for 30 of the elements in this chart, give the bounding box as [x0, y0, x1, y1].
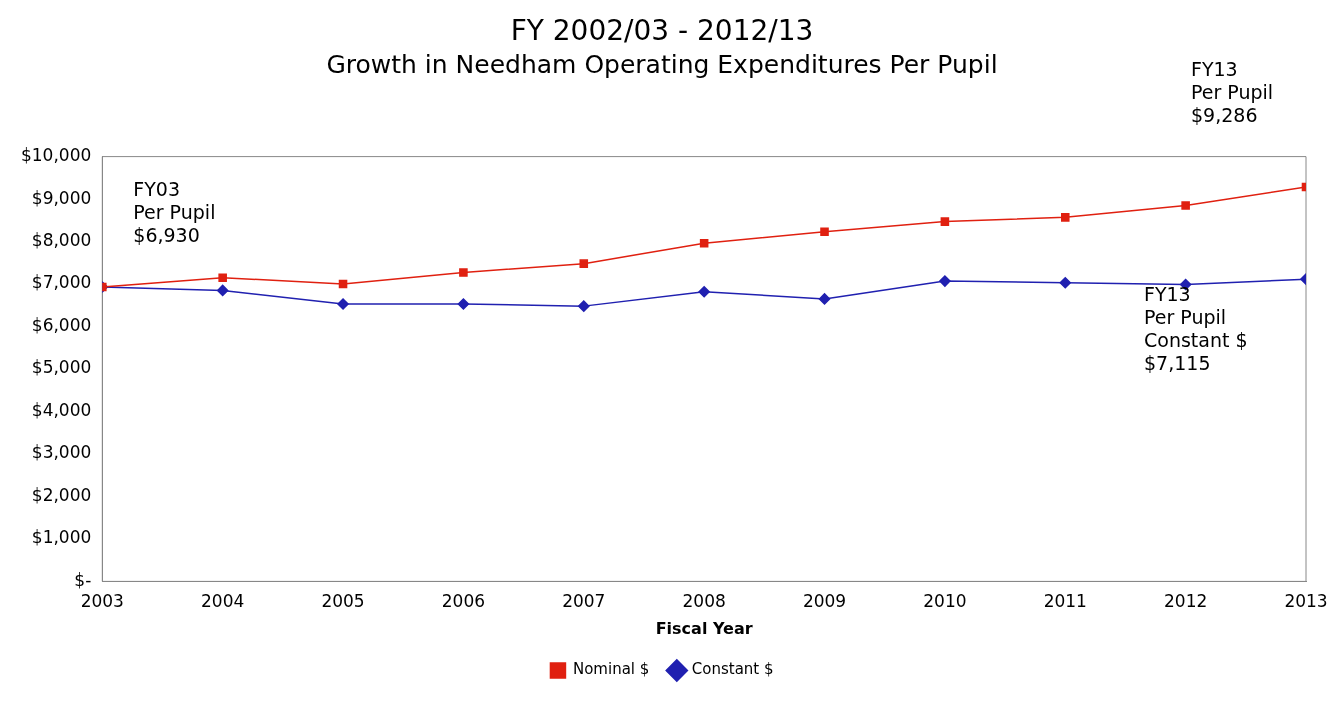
x-tick-label: 2003 — [80, 591, 124, 612]
y-tick-label: $2,000 — [31, 484, 92, 505]
x-tick-label: 2011 — [1043, 591, 1087, 612]
x-tick-label: 2005 — [321, 591, 365, 612]
x-axis-title: Fiscal Year — [655, 618, 753, 638]
y-tick-label: $9,000 — [31, 187, 92, 208]
legend-label: Nominal $ — [572, 660, 650, 679]
text: FY13 Per Pupil $9,286 — [1191, 58, 1274, 127]
x-tick-label: 2007 — [562, 591, 606, 612]
x-tick-label: 2010 — [923, 591, 967, 612]
y-tick-label: $8,000 — [31, 229, 92, 250]
x-tick-label: 2013 — [1284, 591, 1328, 612]
chart-subtitle: Growth in Needham Operating Expenditures Per Pupil — [326, 50, 998, 80]
x-tick-label: 2004 — [201, 591, 245, 612]
y-tick-label: $10,000 — [20, 145, 92, 166]
x-tick-label: 2006 — [441, 591, 486, 612]
y-tick-label: $- — [74, 569, 92, 590]
x-tick-label: 2012 — [1164, 591, 1208, 612]
annotation: FY03 Per Pupil $6,930 — [133, 178, 216, 247]
legend-label: Constant $ — [691, 660, 774, 679]
y-tick-label: $3,000 — [31, 442, 92, 463]
y-tick-label: $7,000 — [31, 272, 92, 293]
y-tick-label: $1,000 — [31, 527, 92, 548]
annotation: FY13 Per Pupil Constant $ $7,115 — [1144, 283, 1248, 375]
y-tick-label: $4,000 — [31, 399, 92, 420]
y-tick-label: $6,000 — [31, 314, 92, 335]
x-tick-label: 2009 — [802, 591, 847, 612]
y-tick-label: $5,000 — [31, 357, 92, 378]
x-tick-label: 2008 — [682, 591, 726, 612]
chart-title: FY 2002/03 - 2012/13 — [510, 14, 814, 48]
